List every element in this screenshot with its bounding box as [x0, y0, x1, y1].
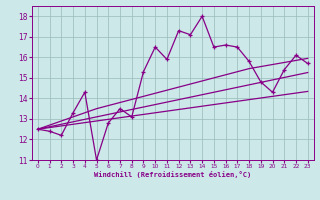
- X-axis label: Windchill (Refroidissement éolien,°C): Windchill (Refroidissement éolien,°C): [94, 171, 252, 178]
